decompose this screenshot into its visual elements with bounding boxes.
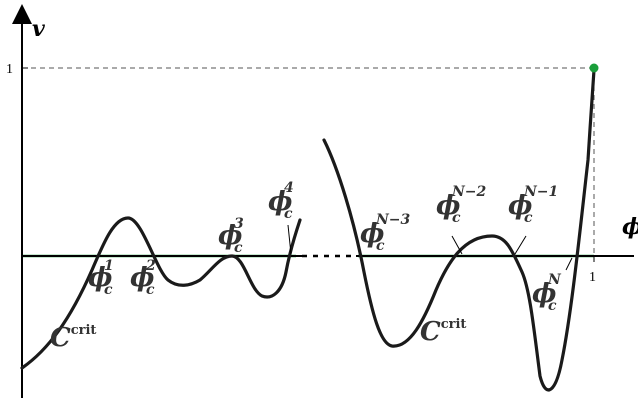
svg-text:c: c — [104, 282, 113, 298]
svg-text:ϕ: ϕ — [218, 221, 242, 251]
svg-text:N−2: N−2 — [451, 184, 487, 200]
y-tick-one-label: 1 — [6, 62, 13, 77]
crossing-label-n2: ϕ c N−2 — [436, 184, 487, 226]
x-tick-one-label: 1 — [589, 270, 596, 285]
svg-text:N−3: N−3 — [375, 212, 411, 228]
svg-text:N−1: N−1 — [523, 184, 558, 200]
svg-text:ϕ: ϕ — [508, 191, 532, 221]
svg-text:2: 2 — [145, 258, 156, 274]
svg-text:ϕ: ϕ — [360, 219, 384, 249]
curve-label-right: Ccrit — [420, 317, 466, 347]
svg-text:c: c — [284, 206, 293, 222]
y-axis-label: v — [32, 16, 45, 42]
svg-text:N: N — [547, 272, 562, 288]
svg-text:4: 4 — [284, 180, 294, 196]
svg-text:c: c — [234, 240, 243, 256]
svg-text:ϕ: ϕ — [130, 263, 154, 293]
svg-text:c: c — [146, 282, 155, 298]
svg-text:c: c — [548, 298, 557, 314]
critical-curve-right — [322, 68, 596, 392]
crossing-label-3: ϕ c 3 — [218, 216, 244, 256]
svg-text:c: c — [376, 238, 385, 254]
crossing-label-n: ϕ c N — [532, 272, 562, 314]
endpoint-dot — [589, 63, 599, 73]
svg-text:ϕ: ϕ — [436, 191, 460, 221]
leader-phi-n1 — [514, 235, 527, 255]
critical-curve-left — [20, 216, 302, 370]
crossing-label-n3: ϕ c N−3 — [360, 212, 411, 254]
crossing-label-4: ϕ c 4 — [268, 180, 294, 222]
svg-text:c: c — [452, 210, 461, 226]
svg-text:3: 3 — [234, 216, 244, 232]
curve-label-left: Ccrit — [50, 323, 96, 353]
leader-phi-n — [565, 257, 573, 271]
svg-text:ϕ: ϕ — [268, 187, 292, 217]
svg-text:c: c — [524, 210, 533, 226]
svg-text:1: 1 — [104, 258, 114, 274]
leader-phi4 — [287, 224, 292, 255]
svg-text:ϕ: ϕ — [88, 263, 112, 293]
crossing-label-1: ϕ c 1 — [88, 258, 114, 298]
svg-text:ϕ: ϕ — [532, 279, 556, 309]
crossing-label-n1: ϕ c N−1 — [508, 184, 558, 226]
x-axis-label: ϕ — [622, 214, 638, 240]
crossing-label-2: ϕ c 2 — [130, 258, 156, 298]
leader-phi-n2 — [451, 235, 463, 255]
